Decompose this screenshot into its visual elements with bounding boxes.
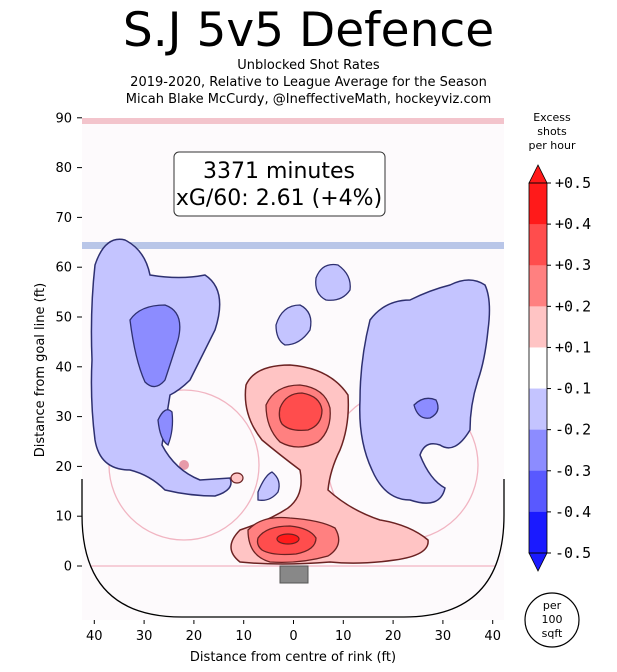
unit-badge-circle (524, 592, 580, 648)
x-tick-label: 10 (235, 629, 252, 644)
region-centre-high-slot-left (275, 304, 312, 346)
region-slot-peak (278, 392, 323, 432)
y-tick-label: 40 (55, 360, 72, 375)
colorbar-cell (529, 388, 547, 431)
x-tick-label: 30 (435, 629, 452, 644)
rink-boards (81, 479, 505, 618)
left-faceoff-dot (179, 460, 189, 470)
y-tick-label: 20 (55, 460, 72, 475)
y-tick-label: 50 (55, 311, 72, 326)
colorbar-title-3: per hour (529, 139, 576, 152)
x-tick-label: 0 (289, 629, 297, 644)
colorbar-title-1: Excess (533, 111, 571, 124)
x-axis-label: Distance from centre of rink (ft) (190, 650, 396, 665)
colorbar-cell (529, 306, 547, 348)
y-tick-label: 80 (55, 161, 72, 176)
colorbar-label: -0.4 (555, 503, 591, 521)
x-tick-label: 20 (385, 629, 402, 644)
region-crease-innermost (276, 533, 300, 545)
region-centre-high-slot-right (315, 263, 351, 301)
y-axis-label: Distance from goal line (ft) (33, 283, 48, 457)
colorbar-label: -0.1 (555, 380, 591, 398)
colorbar-frame (528, 182, 548, 554)
colorbar-label: +0.4 (555, 215, 591, 233)
annotation-xg: xG/60: 2.61 (+4%) (176, 186, 382, 211)
top-red-line (82, 118, 504, 124)
unit-badge-line-1: per (543, 599, 562, 612)
y-tick-label: 30 (55, 410, 72, 425)
colorbar-cell (529, 470, 547, 513)
region-left-wing-core (129, 304, 181, 388)
y-tick-label: 60 (55, 261, 72, 276)
region-right-wing-low-zone (359, 279, 491, 504)
colorbar-label: -0.5 (555, 544, 591, 562)
stats-annotation: 3371 minutes xG/60: 2.61 (+4%) (173, 151, 386, 217)
subtitle-line-2: 2019-2020, Relative to League Average fo… (130, 75, 487, 90)
y-tick-label: 90 (55, 111, 72, 126)
colorbar-cell (529, 347, 547, 390)
colorbar-cell (529, 224, 547, 266)
heatmap-layer (82, 118, 504, 584)
region-small-left-blob (230, 472, 244, 484)
colorbar-cell (529, 265, 547, 307)
colorbar-cell (529, 429, 547, 472)
region-right-faceoff-area (413, 397, 439, 419)
x-tick-label: 40 (86, 629, 103, 644)
x-tick-label: 10 (335, 629, 352, 644)
y-axis: 0 10 20 30 40 50 60 70 80 90 (55, 111, 82, 575)
x-tick-label: 40 (484, 629, 501, 644)
x-axis: 40 30 20 10 0 10 20 30 40 (86, 620, 501, 644)
colorbar-label: +0.2 (555, 297, 591, 315)
colorbar-cell (529, 183, 547, 225)
subtitle-line-1: Unblocked Shot Rates (237, 58, 380, 73)
colorbar-cell (529, 511, 547, 554)
y-tick-label: 70 (55, 211, 72, 226)
unit-badge-line-2: 100 (542, 613, 563, 626)
colorbar-label: -0.3 (555, 462, 591, 480)
goal-net (279, 565, 309, 584)
y-tick-label: 10 (55, 510, 72, 525)
colorbar-extend-bottom (528, 552, 548, 572)
colorbar-title-2: shots (537, 125, 567, 138)
colorbar-label: -0.2 (555, 421, 591, 439)
colorbar-label: +0.5 (555, 174, 591, 192)
colorbar-label: +0.3 (555, 256, 591, 274)
annotation-minutes: 3371 minutes (203, 159, 355, 184)
x-tick-label: 30 (136, 629, 153, 644)
colorbar-label: +0.1 (555, 338, 591, 356)
y-tick-label: 0 (64, 560, 72, 575)
subtitle-line-3: Micah Blake McCurdy, @IneffectiveMath, h… (125, 92, 492, 107)
page-title: S.J 5v5 Defence (122, 3, 495, 58)
blue-line (82, 242, 504, 249)
unit-badge-line-3: sqft (542, 627, 563, 640)
x-tick-label: 20 (186, 629, 203, 644)
annotation-box (173, 151, 386, 217)
region-left-faceoff-spot-area (157, 409, 174, 446)
colorbar-extend-top (528, 164, 548, 184)
colorbar: Excess shots per hour +0.5 +0.4 +0.3 +0.2 +0… (528, 111, 591, 572)
region-centre-low-left (257, 471, 280, 501)
unit-badge: per 100 sqft (524, 592, 580, 648)
